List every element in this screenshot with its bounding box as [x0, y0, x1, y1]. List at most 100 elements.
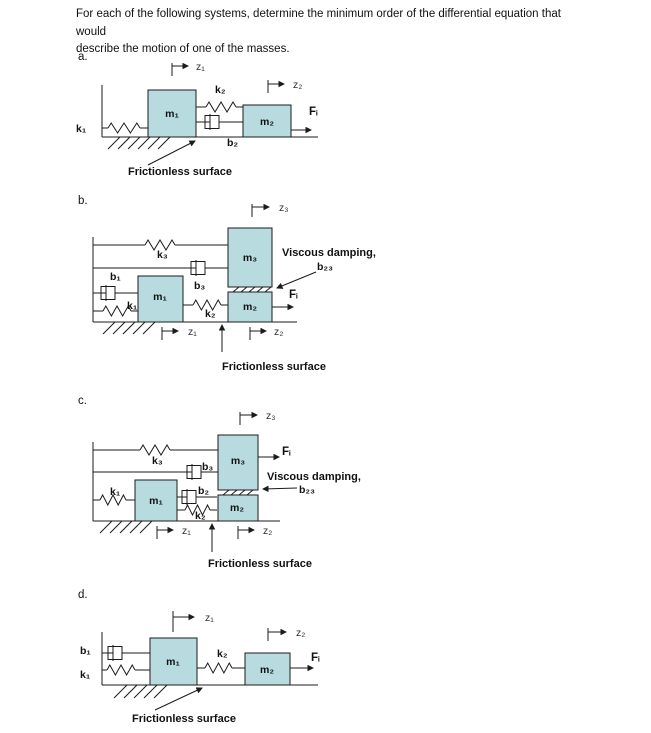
spring-k1: k₁: [80, 663, 150, 681]
section-label-a: a.: [78, 51, 88, 63]
m1-label: m₁: [165, 108, 179, 120]
viscous-damping-annotation: Viscous damping, b₂₃: [276, 247, 376, 289]
force-arrow: Fᵢ: [272, 289, 298, 311]
z2-label: z₂: [274, 326, 283, 338]
z1-coordinate-marker: z₁: [172, 611, 214, 632]
viscous-damping-label: Viscous damping,: [267, 471, 361, 483]
m3-label: m₃: [243, 252, 257, 264]
force-arrow: Fᵢ: [291, 106, 318, 134]
spring-k3: k₃: [93, 239, 228, 261]
ground-hatching: [102, 321, 156, 335]
z2-label: z₂: [296, 627, 305, 639]
b1-label: b₁: [110, 271, 121, 283]
mass-m1: m₁: [147, 89, 197, 138]
b3-label: b₃: [194, 280, 205, 292]
z2-coordinate-marker: z₂: [267, 627, 305, 641]
spring-k3: k₃: [93, 444, 218, 467]
z2-label: z₂: [293, 79, 302, 91]
z1-label: z₁: [196, 61, 205, 73]
frictionless-annotation: Frictionless surface: [128, 140, 232, 178]
force-label: Fᵢ: [311, 652, 320, 664]
k1-label: k₁: [76, 123, 86, 135]
section-label-c: c.: [78, 395, 87, 407]
force-arrow: Fᵢ: [290, 652, 320, 672]
spring-k2: k₂: [183, 298, 228, 320]
z2-coordinate-marker: z₂: [237, 525, 272, 539]
damper-b3: b₃: [93, 461, 218, 480]
b23-label: b₂₃: [299, 484, 315, 496]
statement-line-2: describe the motion of one of the masses…: [76, 43, 290, 55]
k1-label: k₁: [110, 486, 120, 498]
z2-label: z₂: [263, 525, 272, 537]
diagram-c: z₃ k₃ m₃ Fᵢ b₃ k₁: [92, 410, 361, 570]
frictionless-annotation: Frictionless surface: [132, 687, 236, 725]
k1-label: k₁: [127, 300, 137, 312]
z1-coordinate-marker: z₁: [161, 326, 197, 340]
k3-label: k₃: [157, 249, 168, 261]
z1-label: z₁: [205, 612, 214, 624]
b3-label: b₃: [202, 461, 213, 473]
z1-coordinate-marker: z₁: [171, 61, 205, 76]
force-label: Fᵢ: [282, 446, 291, 458]
z3-label: z₃: [266, 410, 276, 422]
m2-label: m₂: [230, 502, 244, 514]
ground-hatching: [113, 684, 168, 699]
m2-label: m₂: [260, 664, 274, 676]
section-label-d: d.: [78, 589, 88, 601]
force-arrow: Fᵢ: [258, 446, 291, 461]
damper-b2: b₂: [196, 114, 243, 149]
m1-label: m₁: [166, 656, 180, 668]
damper-b1: b₁: [93, 271, 138, 301]
mass-m2: m₂: [227, 291, 273, 323]
z3-label: z₃: [279, 202, 289, 214]
k2-label: k₂: [215, 84, 226, 96]
frictionless-label: Frictionless surface: [132, 713, 236, 725]
frictionless-annotation: Frictionless surface: [208, 523, 312, 570]
k2-label: k₂: [217, 648, 228, 660]
mass-m1: m₁: [137, 275, 184, 323]
spring-k2: k₂: [177, 503, 217, 522]
mass-m3: m₃: [217, 434, 259, 491]
m1-label: m₁: [153, 291, 167, 303]
spring-k2: k₂: [197, 648, 245, 675]
k2-label: k₂: [195, 510, 206, 522]
force-label: Fᵢ: [309, 106, 318, 118]
frictionless-label: Frictionless surface: [128, 166, 232, 178]
damper-b2: b₂: [177, 485, 217, 505]
b23-label: b₂₃: [317, 261, 333, 273]
z1-coordinate-marker: z₁: [156, 525, 191, 539]
ground-hatching: [107, 136, 171, 150]
force-label: Fᵢ: [289, 289, 298, 301]
diagram-a: z₁ z₂ k₁ m₁ k₂: [76, 61, 318, 178]
mass-m1: m₁: [149, 637, 198, 686]
viscous-damping-label: Viscous damping,: [282, 247, 376, 259]
ground-hatching: [99, 520, 153, 534]
m2-label: m₂: [243, 301, 257, 313]
section-label-b: b.: [78, 195, 88, 207]
spring-k1: k₁: [93, 486, 135, 507]
mass-m1: m₁: [134, 479, 178, 522]
mass-m2: m₂: [217, 494, 259, 522]
mass-m3: m₃: [227, 227, 273, 288]
z3-coordinate-marker: z₃: [251, 202, 289, 217]
z1-label: z₁: [182, 525, 191, 537]
z1-label: z₁: [188, 326, 197, 338]
b2-label: b₂: [227, 137, 238, 149]
b1-label: b₁: [80, 645, 91, 657]
spring-k2: k₂: [196, 84, 243, 113]
damper-b1: b₁: [80, 645, 150, 661]
b2-label: b₂: [198, 485, 209, 497]
frictionless-label: Frictionless surface: [222, 361, 326, 373]
damper-b3: b₃: [93, 260, 228, 292]
contact-hatching-m3-m2: [222, 489, 254, 496]
diagram-b: z₃ k₃ b₃ m₃: [92, 202, 376, 373]
contact-hatching-m3-m2: [232, 286, 272, 293]
frictionless-annotation: Frictionless surface: [218, 324, 326, 373]
k1-label: k₁: [80, 669, 90, 681]
diagram-d: z₁ z₂ b₁ k₁ m₁: [80, 611, 320, 725]
k3-label: k₃: [152, 455, 163, 467]
m1-label: m₁: [149, 495, 163, 507]
m2-label: m₂: [260, 116, 274, 128]
z3-coordinate-marker: z₃: [239, 410, 276, 425]
